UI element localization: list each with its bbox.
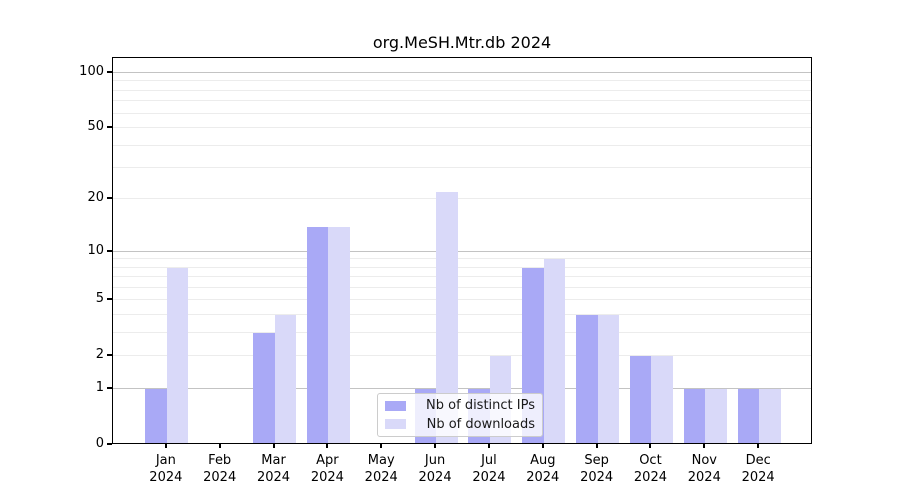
minor-gridline xyxy=(113,100,811,102)
x-axis-tick-label: Jun 2024 xyxy=(418,453,452,485)
bar-downloads-jan xyxy=(166,267,189,443)
plot-area xyxy=(112,57,812,444)
bar-ips-mar xyxy=(253,332,275,443)
x-axis-tick-label: May 2024 xyxy=(364,453,398,485)
y-tick-mark xyxy=(107,298,112,301)
x-axis-tick-label: Jan 2024 xyxy=(149,453,183,485)
x-axis-tick-label: Jul 2024 xyxy=(472,453,506,485)
major-gridline xyxy=(113,72,811,74)
minor-gridline xyxy=(113,127,811,129)
y-tick-mark xyxy=(107,126,112,129)
bar-downloads-apr xyxy=(328,226,350,443)
minor-gridline xyxy=(113,258,811,260)
x-axis-tick-label: Apr 2024 xyxy=(310,453,344,485)
y-axis-tick-label: 1 xyxy=(95,379,104,395)
minor-gridline xyxy=(113,313,811,315)
y-tick-mark xyxy=(107,249,112,252)
minor-gridline xyxy=(113,286,811,288)
minor-gridline xyxy=(113,355,811,357)
y-tick-mark xyxy=(107,71,112,74)
y-tick-mark xyxy=(107,197,112,200)
y-axis-tick-label: 0 xyxy=(95,435,104,451)
bar-ips-nov xyxy=(683,388,706,443)
minor-gridline xyxy=(113,89,811,91)
y-axis-tick-label: 10 xyxy=(87,242,104,258)
bar-ips-dec xyxy=(737,388,760,443)
minor-gridline xyxy=(113,198,811,200)
x-axis-tick-label: Mar 2024 xyxy=(256,453,291,485)
x-axis-tick-label: Sep 2024 xyxy=(580,453,614,485)
minor-gridline xyxy=(113,276,811,278)
y-tick-mark xyxy=(107,354,112,357)
bar-downloads-sep xyxy=(597,314,620,443)
x-axis-tick-label: Oct 2024 xyxy=(633,453,667,485)
x-axis-tick-label: Dec 2024 xyxy=(741,453,775,485)
y-tick-mark xyxy=(107,442,112,445)
bar-downloads-oct xyxy=(651,356,673,443)
x-tick-mark xyxy=(649,444,652,448)
chart-title: org.MeSH.Mtr.db 2024 xyxy=(372,33,552,52)
x-tick-mark xyxy=(380,444,383,448)
bar-ips-jan xyxy=(145,388,167,443)
bar-downloads-dec xyxy=(759,388,781,443)
minor-gridline xyxy=(113,112,811,114)
x-tick-mark xyxy=(434,444,437,448)
x-axis-tick-label: Aug 2024 xyxy=(526,453,560,485)
downloads-swatch-icon xyxy=(385,419,406,430)
x-tick-mark xyxy=(703,444,706,448)
legend: Nb of distinct IPs Nb of downloads xyxy=(377,393,543,437)
bar-downloads-nov xyxy=(705,388,727,443)
x-tick-mark xyxy=(326,444,329,448)
bar-ips-sep xyxy=(576,314,598,443)
bar-ips-apr xyxy=(306,226,329,443)
minor-gridline xyxy=(113,167,811,169)
legend-item-downloads: Nb of downloads xyxy=(385,416,535,433)
x-axis-tick-label: Feb 2024 xyxy=(203,453,237,485)
y-tick-mark xyxy=(107,386,112,389)
bar-downloads-mar xyxy=(274,314,297,443)
minor-gridline xyxy=(113,299,811,301)
legend-item-distinct-ips: Nb of distinct IPs xyxy=(385,397,535,414)
minor-gridline xyxy=(113,144,811,146)
y-axis-tick-label: 2 xyxy=(95,347,104,363)
x-tick-mark xyxy=(757,444,760,448)
x-tick-mark xyxy=(218,444,221,448)
y-axis-tick-label: 100 xyxy=(79,64,104,80)
x-tick-mark xyxy=(487,444,490,448)
y-axis-tick-label: 20 xyxy=(87,190,104,206)
major-gridline xyxy=(113,387,811,389)
legend-label: Nb of downloads xyxy=(426,416,535,432)
bar-ips-oct xyxy=(629,356,652,443)
x-axis-tick-label: Nov 2024 xyxy=(687,453,721,485)
x-tick-mark xyxy=(164,444,167,448)
y-axis-tick-label: 5 xyxy=(95,291,104,307)
minor-gridline xyxy=(113,266,811,268)
x-tick-mark xyxy=(541,444,544,448)
major-gridline xyxy=(113,250,811,252)
x-tick-mark xyxy=(595,444,598,448)
bar-downloads-aug xyxy=(543,259,566,443)
legend-label: Nb of distinct IPs xyxy=(426,398,535,414)
minor-gridline xyxy=(113,331,811,333)
minor-gridline xyxy=(113,80,811,82)
y-axis-tick-label: 50 xyxy=(87,119,104,135)
ips-swatch-icon xyxy=(385,400,406,411)
x-tick-mark xyxy=(272,444,275,448)
bar-downloads-jun xyxy=(436,192,458,443)
